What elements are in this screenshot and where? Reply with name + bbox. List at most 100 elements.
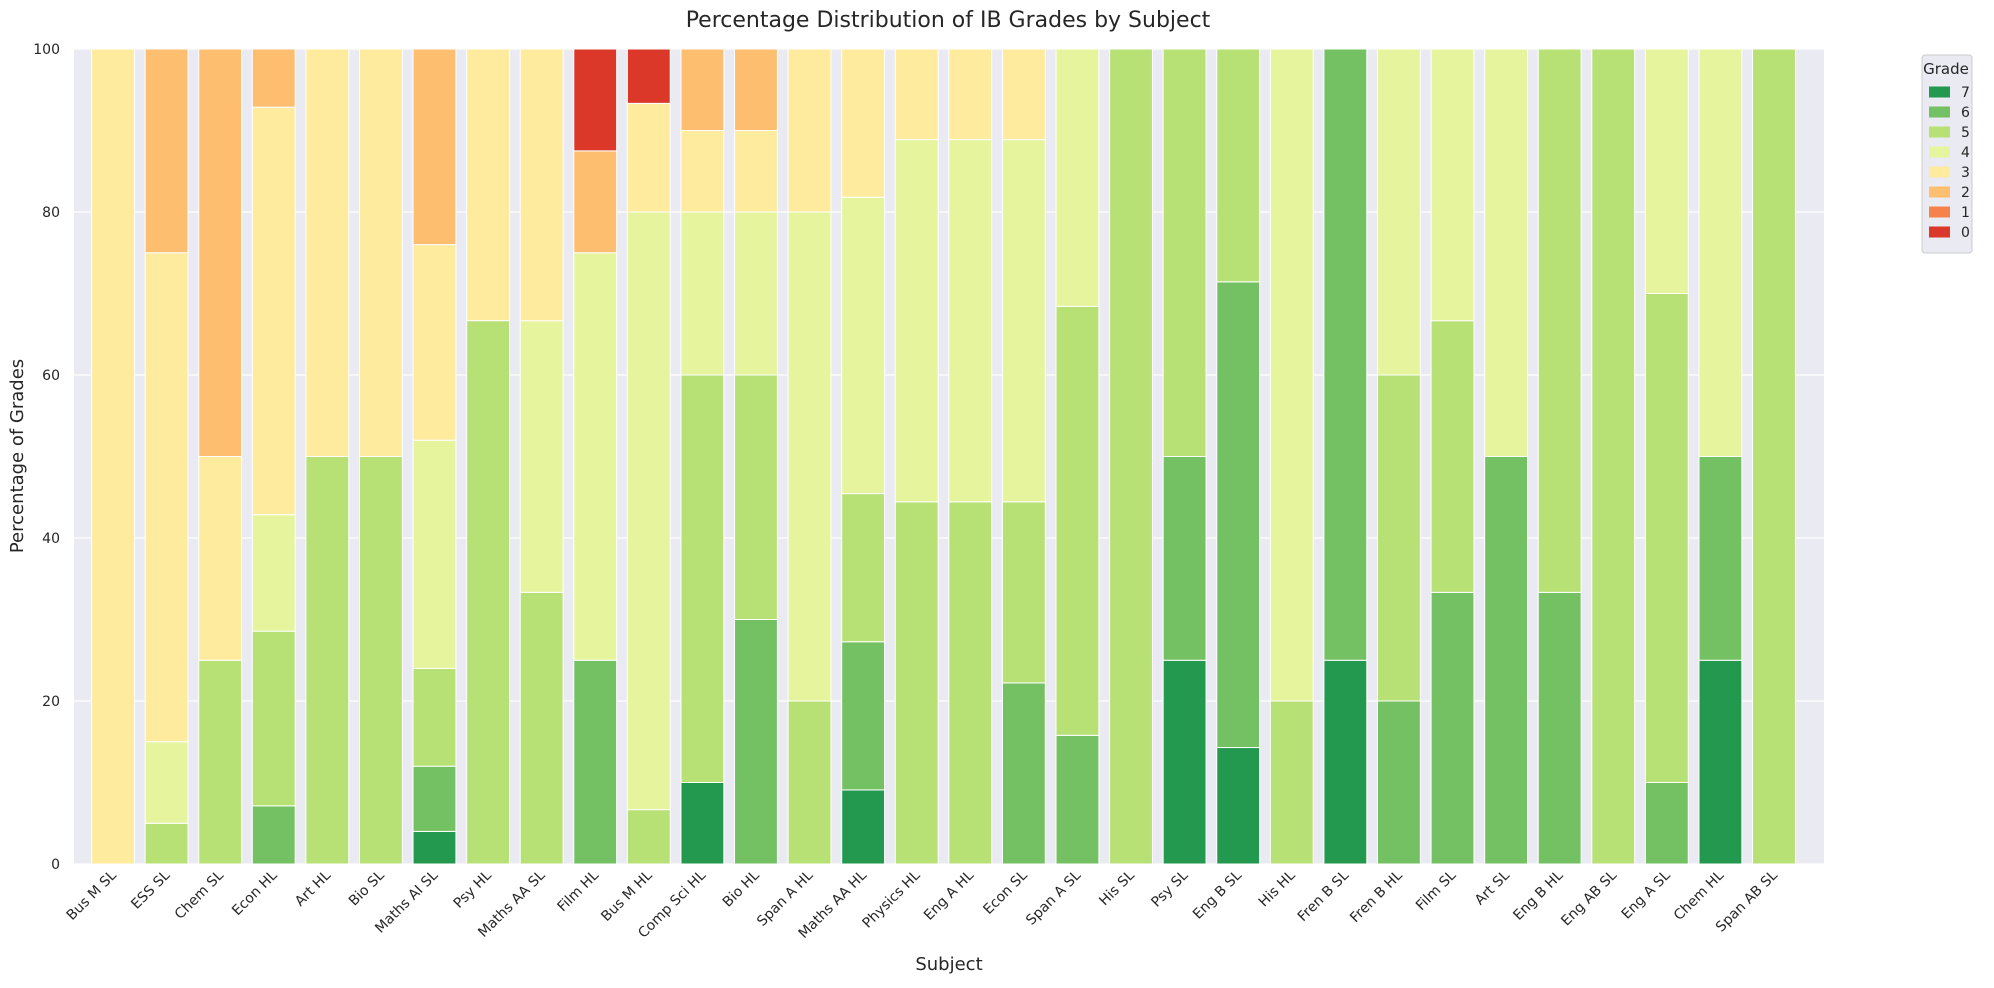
- bar-segment: [1055, 734, 1100, 865]
- x-tick-label: Bus M HL: [598, 867, 655, 924]
- bar-segment: [412, 667, 457, 767]
- legend-swatch: [1929, 226, 1950, 238]
- bar-segment: [412, 830, 457, 865]
- bar-segment: [626, 102, 671, 213]
- bar-segment: [948, 48, 993, 141]
- x-tick-label: Bio SL: [346, 867, 388, 909]
- bar-segment: [573, 48, 618, 152]
- x-tick-label: Eng B SL: [1190, 867, 1245, 922]
- bar-segment: [1430, 320, 1475, 593]
- bar-segment: [841, 789, 886, 865]
- bar-segment: [466, 320, 510, 865]
- bar-segment: [198, 48, 243, 457]
- bar-segment: [1484, 48, 1529, 457]
- x-tick-label: Fren B SL: [1295, 867, 1353, 925]
- x-tick-label: Econ HL: [229, 867, 281, 919]
- x-tick-label: Fren B HL: [1347, 867, 1406, 926]
- bar-segment: [1055, 48, 1100, 307]
- bar-segment: [1216, 281, 1261, 749]
- bar-segment: [1698, 659, 1743, 865]
- bar-segment: [734, 130, 778, 213]
- legend-swatch: [1929, 186, 1950, 198]
- bar-segment: [1698, 456, 1743, 661]
- bar-segment: [734, 211, 778, 376]
- bar-segment: [358, 48, 403, 457]
- bar-segment: [1055, 305, 1100, 736]
- bar-segment: [1323, 659, 1368, 865]
- bar-segment: [734, 48, 778, 131]
- bar-segment: [680, 130, 725, 213]
- bar-segment: [1484, 456, 1529, 865]
- legend-label: 5: [1961, 125, 1970, 141]
- x-tick-label: Chem SL: [172, 867, 227, 922]
- bar-segment: [626, 48, 671, 104]
- bar-segment: [1001, 48, 1046, 141]
- bar-segment: [1644, 48, 1689, 294]
- bar-segment: [412, 244, 457, 441]
- x-tick-label: Art HL: [292, 867, 334, 909]
- bar-segment: [1698, 48, 1743, 457]
- x-tick-label: Art SL: [1472, 867, 1513, 908]
- bar-segment: [626, 211, 671, 811]
- bar-segment: [841, 641, 886, 791]
- bar-segment: [1377, 700, 1421, 865]
- bar-segment: [573, 659, 618, 865]
- bar-segment: [787, 700, 832, 865]
- y-tick-label: 80: [42, 205, 60, 221]
- legend-swatch: [1929, 126, 1950, 138]
- bar-segment: [680, 374, 725, 783]
- x-tick-label: Span A SL: [1023, 867, 1084, 928]
- y-tick-labels: 0 20 40 60 80 100: [33, 42, 60, 873]
- legend-items: 7 6 5 4 3 2 1 0: [1929, 85, 1970, 241]
- bar-segment: [573, 150, 618, 254]
- bar-segment: [1162, 659, 1207, 865]
- bar-segment: [144, 741, 189, 824]
- bar-segment: [1216, 747, 1261, 865]
- bar-segment: [1752, 48, 1796, 865]
- bar-segment: [305, 456, 350, 865]
- x-tick-label: Eng AB SL: [1558, 867, 1620, 929]
- bar-segment: [948, 139, 993, 503]
- bar-segment: [1109, 48, 1153, 865]
- legend-label: 7: [1961, 85, 1970, 101]
- bar-segment: [519, 591, 564, 865]
- bar-segment: [626, 809, 671, 865]
- bar-segment: [1537, 591, 1582, 865]
- bar-segment: [198, 456, 243, 661]
- x-tick-label: Psy SL: [1148, 867, 1191, 910]
- x-tick-label: Econ SL: [980, 867, 1030, 917]
- bar-segment: [144, 48, 189, 254]
- legend-label: 0: [1961, 225, 1970, 241]
- bar-segment: [894, 139, 939, 503]
- bar-segment: [466, 48, 510, 322]
- bar-segment: [680, 48, 725, 131]
- bars: [91, 48, 1796, 865]
- bar-segment: [948, 501, 993, 865]
- y-axis-label: Percentage of Grades: [7, 359, 28, 553]
- bar-segment: [1269, 700, 1314, 865]
- y-tick-label: 40: [42, 531, 60, 547]
- bar-segment: [412, 439, 457, 669]
- bar-segment: [1591, 48, 1636, 865]
- x-tick-label: Chem HL: [1671, 867, 1727, 923]
- bar-segment: [91, 48, 135, 865]
- bar-segment: [251, 630, 296, 807]
- chart-title: Percentage Distribution of IB Grades by …: [686, 8, 1211, 33]
- bar-segment: [358, 456, 403, 865]
- bar-segment: [305, 48, 350, 457]
- bar-segment: [1001, 139, 1046, 503]
- bar-segment: [1162, 48, 1207, 457]
- bar-segment: [412, 765, 457, 832]
- bar-segment: [1001, 501, 1046, 684]
- x-tick-label: Bus M SL: [64, 867, 120, 923]
- bar-segment: [251, 48, 296, 108]
- bar-segment: [841, 196, 886, 495]
- bar-segment: [787, 48, 832, 213]
- bar-segment: [1377, 48, 1421, 376]
- bar-segment: [519, 48, 564, 322]
- bar-segment: [894, 48, 939, 141]
- bar-segment: [894, 501, 939, 865]
- bar-segment: [1216, 48, 1261, 283]
- legend-label: 4: [1961, 145, 1970, 161]
